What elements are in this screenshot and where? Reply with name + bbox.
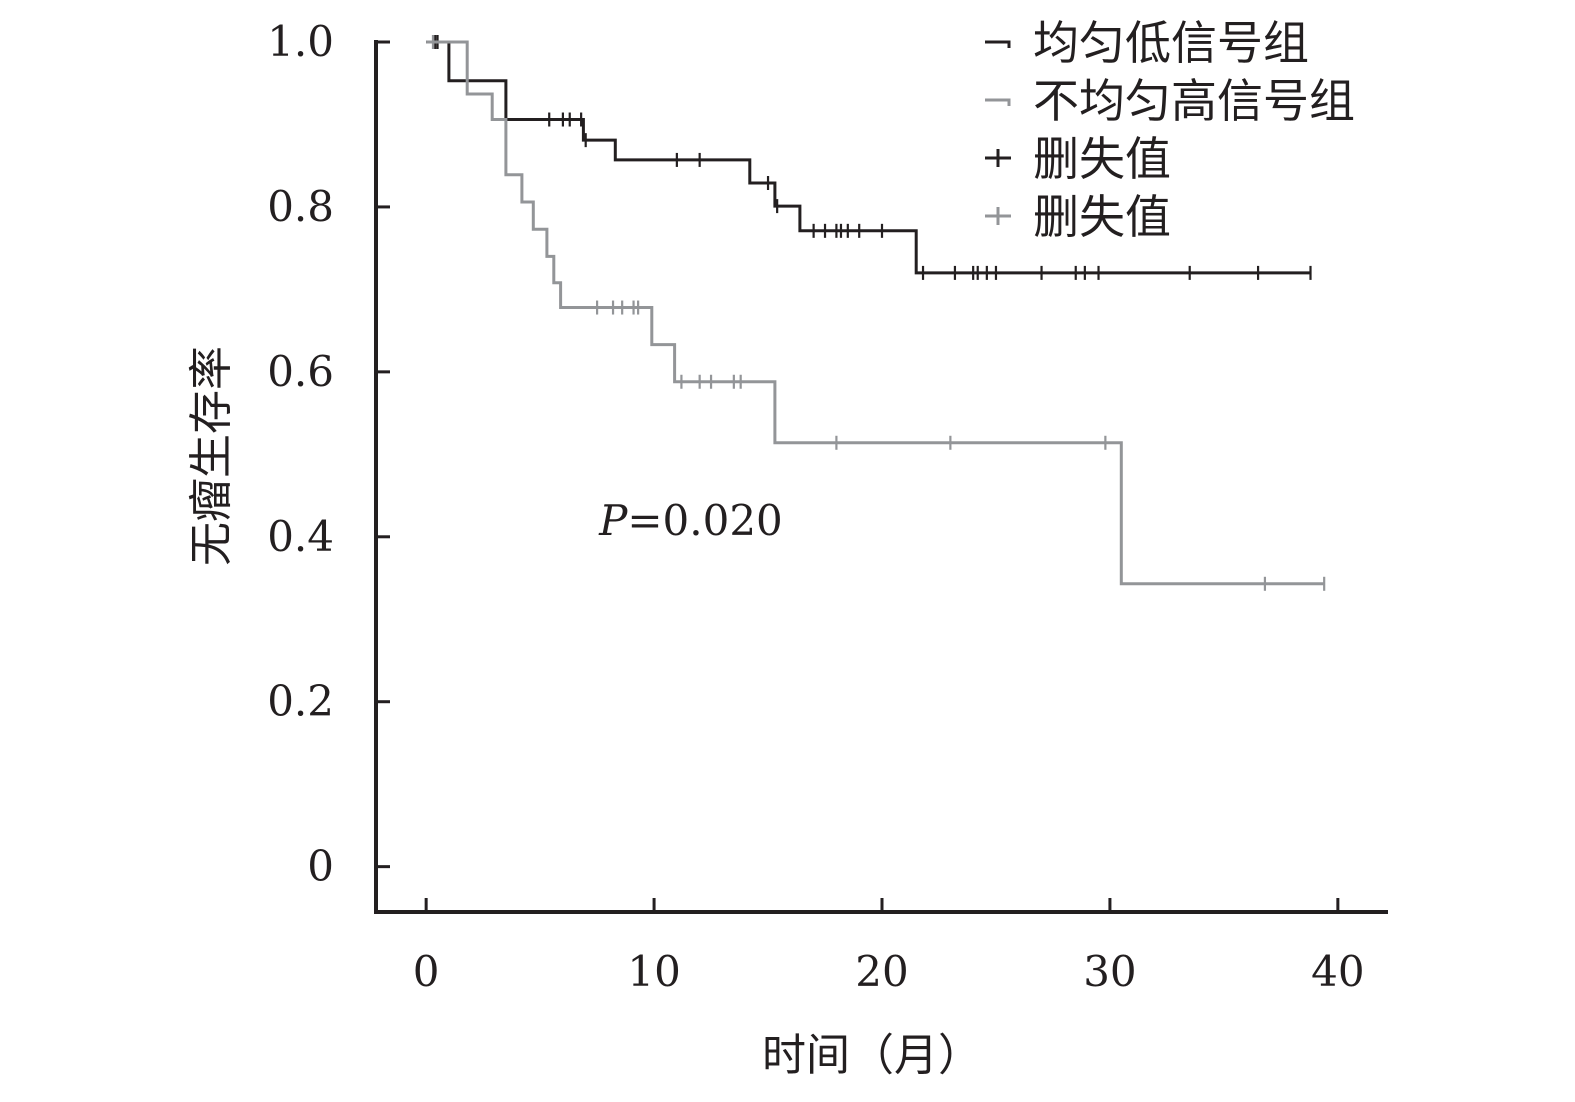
series-group [426,35,1312,280]
legend-swatch-step [985,40,1011,48]
p-value-prefix: P [598,496,628,545]
x-tick-label: 40 [1311,947,1364,996]
axes: 0 0.2 0.4 0.6 0.8 1.0 0 10 20 30 40 时间（月） 无瘤生存率 [186,17,1388,1081]
legend-entry: 均匀低信号组 [985,16,1309,70]
x-axis-label: 时间（月） [762,1030,982,1081]
legend-entry: 不均匀高信号组 [985,74,1355,128]
y-tick-label: 0 [307,842,334,891]
p-value-annotation: P=0.020 [598,496,783,545]
x-tick-label: 10 [627,947,680,996]
y-tick-label: 0.4 [267,512,334,561]
series-layer [426,35,1326,591]
legend-entry: 删失值 [985,132,1171,186]
p-value-text: =0.020 [627,496,782,545]
series-line [426,40,1311,275]
x-tick-label: 0 [413,947,440,996]
x-tick-label: 20 [855,947,908,996]
series-group [426,35,1326,591]
y-tick-label: 1.0 [267,17,334,66]
y-axis-label: 无瘤生存率 [186,346,237,566]
y-tick-label: 0.2 [267,677,334,726]
legend-entry: 删失值 [985,190,1171,244]
legend-label: 不均匀高信号组 [1033,74,1355,128]
legend-swatch-step [985,98,1011,106]
series-line [426,40,1325,586]
legend-label: 删失值 [1033,190,1171,244]
y-tick-label: 0.8 [267,182,334,231]
legend-label: 删失值 [1033,132,1171,186]
y-tick-label: 0.6 [267,347,334,396]
x-tick-label: 30 [1083,947,1136,996]
legend-label: 均匀低信号组 [1033,16,1309,70]
